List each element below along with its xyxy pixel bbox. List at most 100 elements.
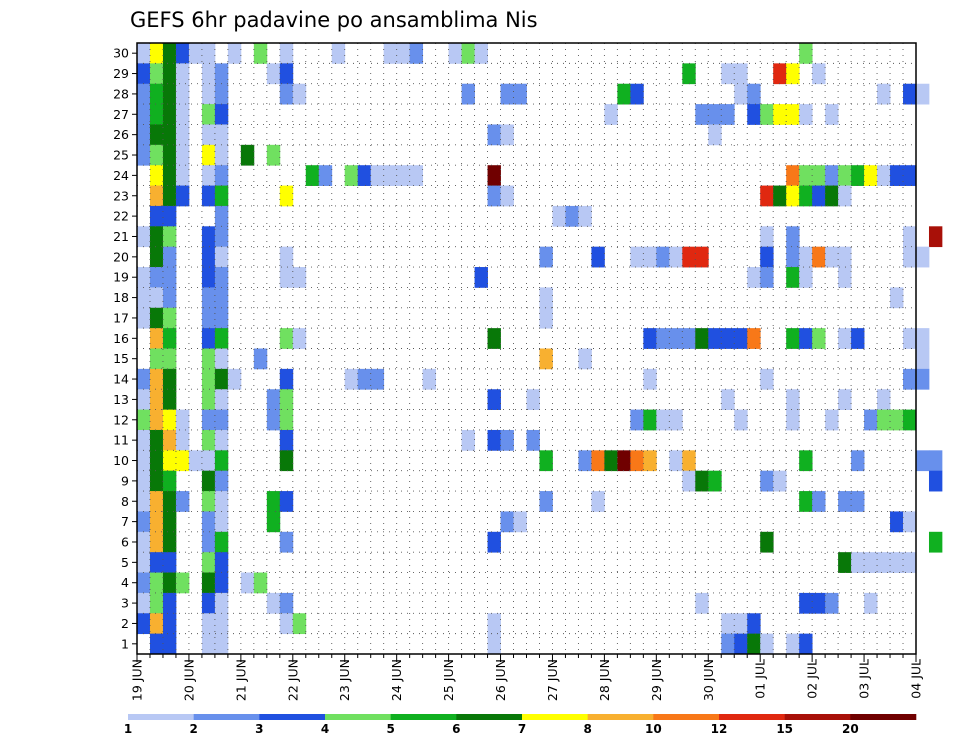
precip-cell	[864, 592, 878, 614]
colorbar-label: 3	[255, 722, 263, 736]
precip-cell	[799, 450, 813, 472]
x-axis-date-ticks: 19 JUN 20 JUN 21 JUN 22 JUN 23 JUN 24 JUN 25 J…	[130, 654, 924, 701]
precip-cell	[149, 287, 164, 309]
precip-cell	[695, 246, 709, 268]
precip-cell	[916, 246, 930, 268]
precip-cell	[669, 409, 683, 431]
precip-cell	[708, 328, 722, 349]
precip-cell	[175, 144, 190, 166]
precip-cell	[201, 470, 216, 492]
precip-cell	[617, 83, 631, 105]
precip-cell	[162, 185, 177, 207]
precip-cell	[890, 409, 904, 431]
precip-cell	[786, 104, 800, 125]
precip-cell	[928, 226, 943, 248]
precip-cell	[591, 246, 605, 268]
colorbar-label: 1	[124, 722, 132, 736]
precip-cell	[786, 165, 800, 186]
precip-cell	[188, 450, 203, 472]
precip-cell	[162, 226, 177, 248]
y-tick-label: 9	[121, 473, 129, 488]
precip-cell	[149, 348, 164, 370]
precip-cell	[201, 43, 216, 64]
y-tick-label: 2	[121, 616, 129, 631]
precip-cell	[500, 429, 514, 451]
precip-cell	[916, 450, 930, 472]
precip-cell	[188, 43, 203, 64]
x-tick-label: 24 JUN	[389, 659, 404, 701]
precip-cell	[474, 267, 488, 288]
precip-cell	[201, 409, 216, 431]
precip-cell	[903, 552, 917, 573]
precip-cell	[137, 491, 151, 512]
colorbar-swatch	[259, 714, 326, 720]
precip-cell	[162, 531, 177, 553]
precip-cell	[175, 491, 190, 512]
precip-cell	[578, 450, 592, 472]
precip-cell	[162, 511, 177, 533]
precip-cell	[214, 165, 229, 186]
precip-cell	[214, 267, 229, 288]
precip-cell	[175, 124, 190, 146]
precip-cell	[162, 470, 177, 492]
colorbar-legend: 1 2 3 4 5 6 7 8 10 12 15 20	[124, 714, 917, 736]
colorbar-swatch	[784, 714, 851, 720]
precip-cell	[786, 328, 800, 349]
y-tick-label: 7	[121, 514, 129, 529]
precip-cell	[786, 63, 800, 85]
precip-cell	[708, 124, 722, 146]
colorbar-label: 2	[189, 722, 197, 736]
precip-cell	[162, 144, 177, 166]
precip-cell	[149, 124, 164, 146]
precip-cell	[461, 43, 475, 64]
colorbar-swatch	[325, 714, 391, 720]
x-tick-label: 25 JUN	[441, 659, 456, 701]
chart-title: GEFS 6hr padavine po ansamblima Nis	[130, 8, 538, 32]
precip-cell	[851, 491, 865, 512]
precip-cell	[773, 185, 787, 207]
precip-cell	[201, 267, 216, 288]
precip-cell	[137, 104, 151, 125]
precip-cell	[149, 470, 164, 492]
precip-cell	[812, 165, 826, 186]
precip-cell	[838, 491, 852, 512]
precip-cell	[344, 165, 359, 186]
y-tick-label: 27	[113, 107, 129, 122]
precip-cell	[162, 205, 177, 227]
x-tick-label: 02 JUL	[805, 659, 820, 699]
precip-cell	[240, 572, 255, 594]
precip-cell	[214, 104, 229, 125]
precip-cell	[734, 633, 748, 655]
precip-cell	[149, 246, 164, 268]
x-tick-label: 28 JUN	[597, 659, 612, 701]
colorbar-swatch	[390, 714, 457, 720]
colorbar-swatch	[850, 714, 917, 720]
precip-cell	[760, 104, 774, 125]
precip-cell	[201, 83, 216, 105]
precip-cell	[149, 613, 164, 635]
precip-cell	[149, 226, 164, 248]
precip-cell	[266, 409, 281, 431]
precip-cell	[487, 531, 501, 553]
precip-cell	[825, 592, 839, 614]
precip-cell	[760, 226, 774, 248]
precip-cell	[279, 368, 294, 390]
precip-cell	[201, 144, 216, 166]
precip-cell	[201, 104, 216, 125]
precip-cell	[916, 328, 930, 349]
precip-cell	[747, 83, 761, 105]
precip-cell	[137, 450, 151, 472]
precip-cell	[149, 552, 164, 573]
precip-cell	[201, 328, 216, 349]
precip-cell	[370, 165, 385, 186]
precip-cell	[734, 613, 748, 635]
y-tick-label: 14	[113, 372, 129, 387]
precip-cell	[214, 63, 229, 85]
colorbar-label: 10	[645, 722, 662, 736]
precip-cell	[630, 409, 644, 431]
y-tick-label: 24	[113, 168, 129, 183]
precip-cell	[279, 185, 294, 207]
y-tick-label: 23	[113, 188, 129, 203]
precip-cell	[201, 165, 216, 186]
